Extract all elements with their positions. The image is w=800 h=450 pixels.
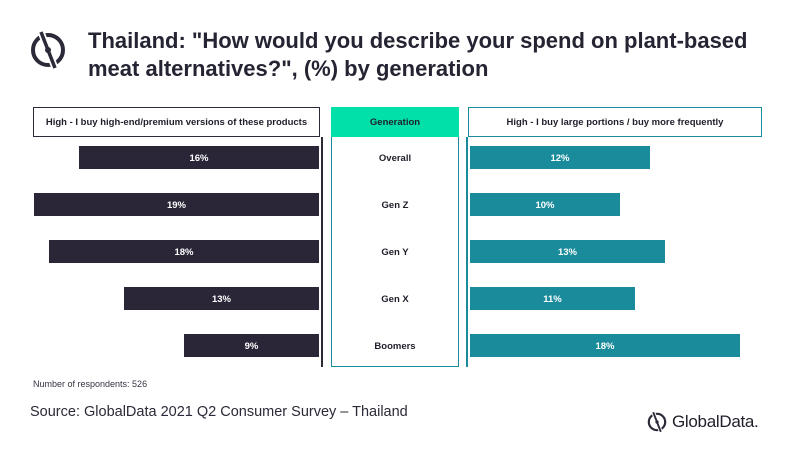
category-label: Gen X — [381, 294, 409, 305]
right-series-header: High - I buy large portions / buy more f… — [468, 107, 762, 137]
left-bar-label: 13% — [212, 294, 232, 305]
chart-title: Thailand: "How would you describe your s… — [88, 28, 748, 81]
right-axis-line — [466, 137, 468, 367]
category-label: Overall — [379, 153, 411, 164]
right-bar-label: 10% — [535, 200, 555, 211]
right-bar-label: 18% — [595, 341, 615, 352]
generation-header: Generation — [331, 107, 459, 137]
left-bar — [79, 146, 319, 169]
source-text: Source: GlobalData 2021 Q2 Consumer Surv… — [30, 404, 408, 420]
left-axis-line — [321, 137, 323, 367]
category-label: Boomers — [374, 341, 415, 352]
brand-logo: GlobalData. — [646, 410, 759, 434]
right-bar — [470, 334, 740, 357]
left-bar — [124, 287, 319, 310]
generation-column — [331, 137, 459, 367]
right-bar — [470, 287, 635, 310]
left-bar-label: 19% — [167, 200, 187, 211]
left-bar-label: 18% — [174, 247, 194, 258]
left-series-header: High - I buy high-end/premium versions o… — [33, 107, 320, 137]
right-bar-label: 11% — [543, 294, 562, 305]
right-bar-label: 12% — [550, 153, 570, 164]
brand-icon — [647, 411, 667, 433]
right-bar — [470, 146, 650, 169]
respondents-note: Number of respondents: 526 — [33, 379, 148, 389]
right-bar — [470, 240, 665, 263]
left-bar-label: 16% — [189, 153, 209, 164]
left-bar — [34, 193, 319, 216]
right-bar-label: 13% — [558, 247, 578, 258]
brand-name: GlobalData. — [672, 412, 759, 431]
left-bar — [49, 240, 319, 263]
category-label: Gen Z — [382, 200, 409, 211]
right-bar — [470, 193, 620, 216]
left-bar — [184, 334, 319, 357]
left-bar-label: 9% — [245, 341, 259, 352]
category-label: Gen Y — [381, 247, 409, 258]
globaldata-logo-icon — [31, 30, 65, 70]
